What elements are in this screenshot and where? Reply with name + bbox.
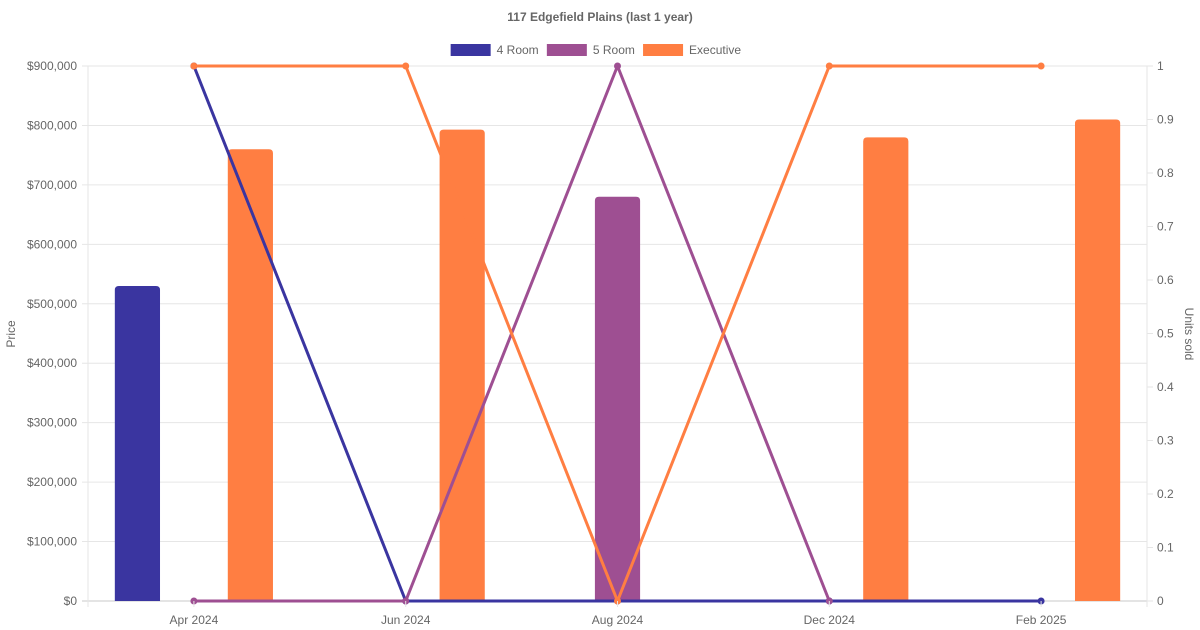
y-right-tick-label: 0.9 [1157,113,1174,127]
legend-label: Executive [689,43,741,57]
legend-item-4-room[interactable]: 4 Room [450,43,539,57]
y-left-tick-label: $100,000 [27,535,77,549]
y-right-tick-label: 1 [1157,59,1164,73]
bar-4-room[interactable] [114,285,161,601]
y-right-tick-label: 0.2 [1157,487,1174,501]
legend-swatch [450,44,491,56]
bar-executive[interactable] [1074,119,1121,602]
line-point[interactable] [190,62,198,70]
x-axis-ticks: Apr 2024 Jun 2024 Aug 2024 Dec 2024 Feb 2025 [170,601,1067,627]
y-left-tick-label: $600,000 [27,237,77,251]
x-tick-label: Aug 2024 [592,613,644,627]
line-point[interactable] [402,62,410,70]
y-right-tick-label: 0.7 [1157,220,1174,234]
y-axis-left-ticks: $0 $100,000 $200,000 $300,000 $400,000 $500,0… [27,59,77,608]
x-tick-label: Apr 2024 [170,613,219,627]
line-point[interactable] [825,62,833,70]
legend-item-executive[interactable]: Executive [643,43,741,57]
chart-title: 117 Edgefield Plains (last 1 year) [507,10,692,24]
y-left-tick-label: $300,000 [27,416,77,430]
legend-item-5-room[interactable]: 5 Room [546,43,635,57]
y-axis-right-title: Units sold [1182,308,1196,361]
y-left-tick-label: $0 [64,594,78,608]
legend[interactable]: 4 Room 5 Room Executive [450,43,742,57]
y-left-tick-label: $800,000 [27,118,77,132]
legend-label: 5 Room [593,43,635,57]
line-point[interactable] [614,62,621,70]
y-left-tick-label: $500,000 [27,297,77,311]
y-right-tick-label: 0.6 [1157,273,1174,287]
bars [114,119,1121,602]
legend-swatch [546,44,587,56]
line-point[interactable] [1037,62,1045,70]
y-right-tick-label: 0.1 [1157,541,1174,555]
y-axis-left-title: Price [4,320,18,348]
bar-executive[interactable] [863,137,909,602]
y-right-tick-label: 0.8 [1157,166,1174,180]
y-right-tick-label: 0.4 [1157,380,1174,394]
y-right-tick-label: 0 [1157,594,1164,608]
legend-swatch [643,44,684,56]
y-left-tick-label: $900,000 [27,59,77,73]
y-right-tick-label: 0.5 [1157,327,1174,341]
bar-5-room[interactable] [594,196,641,601]
bar-executive[interactable] [439,129,485,601]
y-left-tick-label: $700,000 [27,178,77,192]
x-tick-label: Jun 2024 [381,613,431,627]
y-left-tick-label: $400,000 [27,356,77,370]
x-tick-label: Dec 2024 [804,613,856,627]
legend-label: 4 Room [497,43,539,57]
x-tick-label: Feb 2025 [1016,613,1067,627]
bar-executive[interactable] [227,149,273,601]
y-left-tick-label: $200,000 [27,475,77,489]
y-right-tick-label: 0.3 [1157,434,1174,448]
y-axis-right-ticks: 0 0.1 0.2 0.3 0.4 0.5 0.6 0.7 0.8 0.9 1 [1147,59,1174,608]
